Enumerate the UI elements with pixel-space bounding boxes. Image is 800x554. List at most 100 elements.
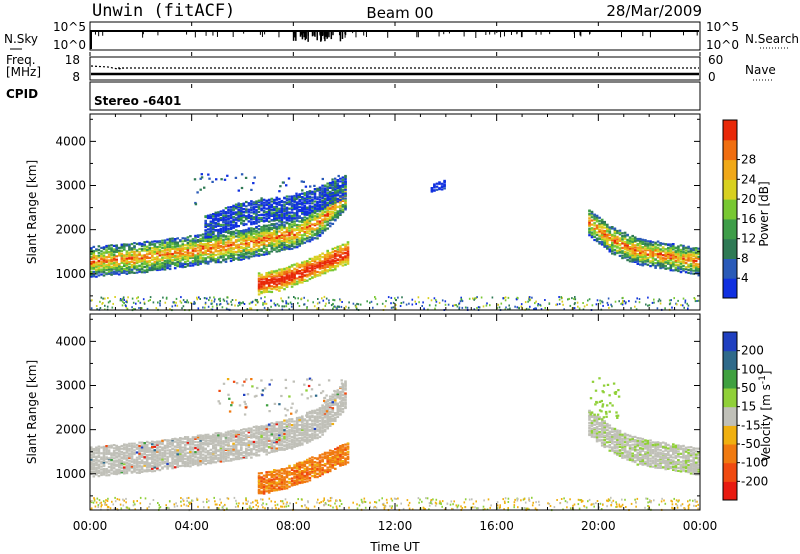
data-cell xyxy=(318,213,322,216)
data-cell xyxy=(275,205,279,208)
data-cell xyxy=(278,190,281,193)
data-cell xyxy=(227,235,230,238)
data-cell xyxy=(435,182,439,185)
data-cell xyxy=(189,452,192,455)
nsky-strip: N.Sky 10^5 10^0 10^5 10^0 N.Search xyxy=(4,20,799,52)
data-cell xyxy=(156,454,159,457)
data-cell xyxy=(290,238,294,241)
noise-cell xyxy=(143,302,146,305)
noise-cell xyxy=(143,301,146,304)
noise-cell xyxy=(199,298,201,300)
data-cell xyxy=(265,244,268,247)
data-cell xyxy=(110,464,113,467)
data-cell xyxy=(679,263,683,266)
data-cell xyxy=(280,273,284,276)
noise-cell xyxy=(455,304,457,306)
data-cell xyxy=(308,228,312,231)
data-cell xyxy=(222,442,225,445)
data-cell xyxy=(262,198,266,201)
data-cell xyxy=(321,203,324,206)
data-cell xyxy=(194,242,197,245)
noise-cell xyxy=(254,303,257,306)
data-cell xyxy=(621,238,624,241)
data-cell xyxy=(112,266,116,269)
noise-cell xyxy=(568,297,570,300)
data-cell xyxy=(151,268,154,272)
data-cell xyxy=(92,270,96,273)
data-cell xyxy=(153,250,157,254)
data-cell xyxy=(189,462,192,465)
noise-cell xyxy=(175,297,178,300)
data-cell xyxy=(151,249,154,252)
data-cell xyxy=(270,234,274,237)
data-cell xyxy=(161,439,164,442)
data-cell xyxy=(179,254,182,257)
data-cell xyxy=(201,236,205,239)
data-cell xyxy=(245,228,248,232)
data-cell xyxy=(252,217,256,220)
data-cell xyxy=(115,455,118,458)
data-cell xyxy=(222,449,225,452)
data-cell xyxy=(217,436,220,439)
noise-cell xyxy=(535,300,537,303)
noise-cell xyxy=(390,302,392,305)
data-cell xyxy=(308,208,312,211)
data-cell xyxy=(171,456,174,459)
data-cell xyxy=(247,243,251,246)
data-cell xyxy=(280,286,284,289)
data-cell xyxy=(95,258,98,261)
data-cell xyxy=(156,252,159,255)
noise-cell xyxy=(435,300,438,303)
data-cell xyxy=(600,233,604,236)
data-cell xyxy=(260,248,263,251)
data-cell xyxy=(661,254,665,257)
data-cell xyxy=(257,254,261,257)
data-cell xyxy=(265,277,268,280)
data-cell xyxy=(339,189,342,192)
data-cell xyxy=(140,257,144,260)
data-cell xyxy=(227,451,230,455)
data-cell xyxy=(143,442,146,445)
data-cell xyxy=(288,276,291,279)
data-cell xyxy=(621,232,624,235)
data-cell xyxy=(316,215,319,218)
data-cell xyxy=(145,454,149,457)
data-cell xyxy=(143,449,146,453)
data-cell xyxy=(283,284,286,287)
noise-cell xyxy=(596,299,599,302)
data-cell xyxy=(313,218,317,221)
data-cell xyxy=(206,461,210,465)
data-cell xyxy=(232,208,235,211)
data-cell xyxy=(107,452,111,455)
data-cell xyxy=(326,205,329,208)
data-cell xyxy=(110,467,113,470)
data-cell xyxy=(206,242,210,245)
data-cell xyxy=(664,267,667,270)
data-cell xyxy=(145,466,149,469)
data-cell xyxy=(171,442,174,445)
data-cell xyxy=(107,262,111,265)
data-cell xyxy=(112,263,116,266)
data-cell xyxy=(344,188,347,191)
data-cell xyxy=(168,452,172,455)
data-cell xyxy=(240,231,243,234)
data-cell xyxy=(110,456,113,459)
data-cell xyxy=(656,253,660,256)
data-cell xyxy=(237,202,240,205)
noise-cell xyxy=(676,303,678,306)
data-cell xyxy=(90,465,93,468)
data-cell xyxy=(222,234,225,237)
noise-cell xyxy=(328,299,330,302)
data-cell xyxy=(100,252,103,255)
data-cell xyxy=(214,211,218,214)
data-cell xyxy=(641,256,645,259)
data-cell xyxy=(628,254,632,257)
data-cell xyxy=(600,220,604,223)
data-cell xyxy=(255,213,258,216)
data-cell xyxy=(633,244,637,247)
data-cell xyxy=(326,199,329,202)
data-cell xyxy=(595,239,599,242)
data-cell xyxy=(608,236,612,240)
data-cell xyxy=(105,452,108,455)
noise-cell xyxy=(219,302,222,305)
